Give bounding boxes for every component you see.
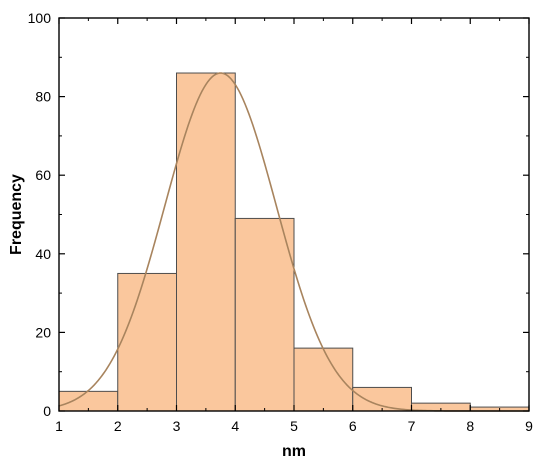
x-axis-title: nm — [282, 443, 306, 460]
x-tick-label: 9 — [525, 418, 533, 434]
x-tick-label: 2 — [114, 418, 122, 434]
ticks-group — [58, 17, 530, 412]
histogram-bar — [234, 217, 295, 412]
x-tick-label: 4 — [231, 418, 239, 434]
histogram-bar — [176, 72, 236, 412]
y-tick-label: 20 — [35, 324, 51, 340]
histogram-bar — [293, 347, 354, 412]
y-tick-label: 100 — [28, 10, 52, 26]
x-tick-label: 6 — [349, 418, 357, 434]
x-tick-label: 8 — [466, 418, 474, 434]
x-tick-label: 5 — [290, 418, 298, 434]
histogram-bar — [352, 386, 412, 412]
histogram-bar — [117, 272, 177, 412]
y-tick-label: 0 — [43, 403, 51, 419]
y-tick-label: 40 — [35, 246, 51, 262]
x-tick-label: 7 — [408, 418, 416, 434]
x-tick-label: 1 — [55, 418, 63, 434]
bars-group — [58, 72, 530, 412]
y-tick-label: 80 — [35, 89, 51, 105]
y-axis-title: Frequency — [8, 174, 25, 255]
x-tick-label: 3 — [173, 418, 181, 434]
y-tick-label: 60 — [35, 167, 51, 183]
tick-labels-group: 1 2 3 4 5 6 7 8 9 0 20 40 60 80 100 — [28, 10, 533, 434]
